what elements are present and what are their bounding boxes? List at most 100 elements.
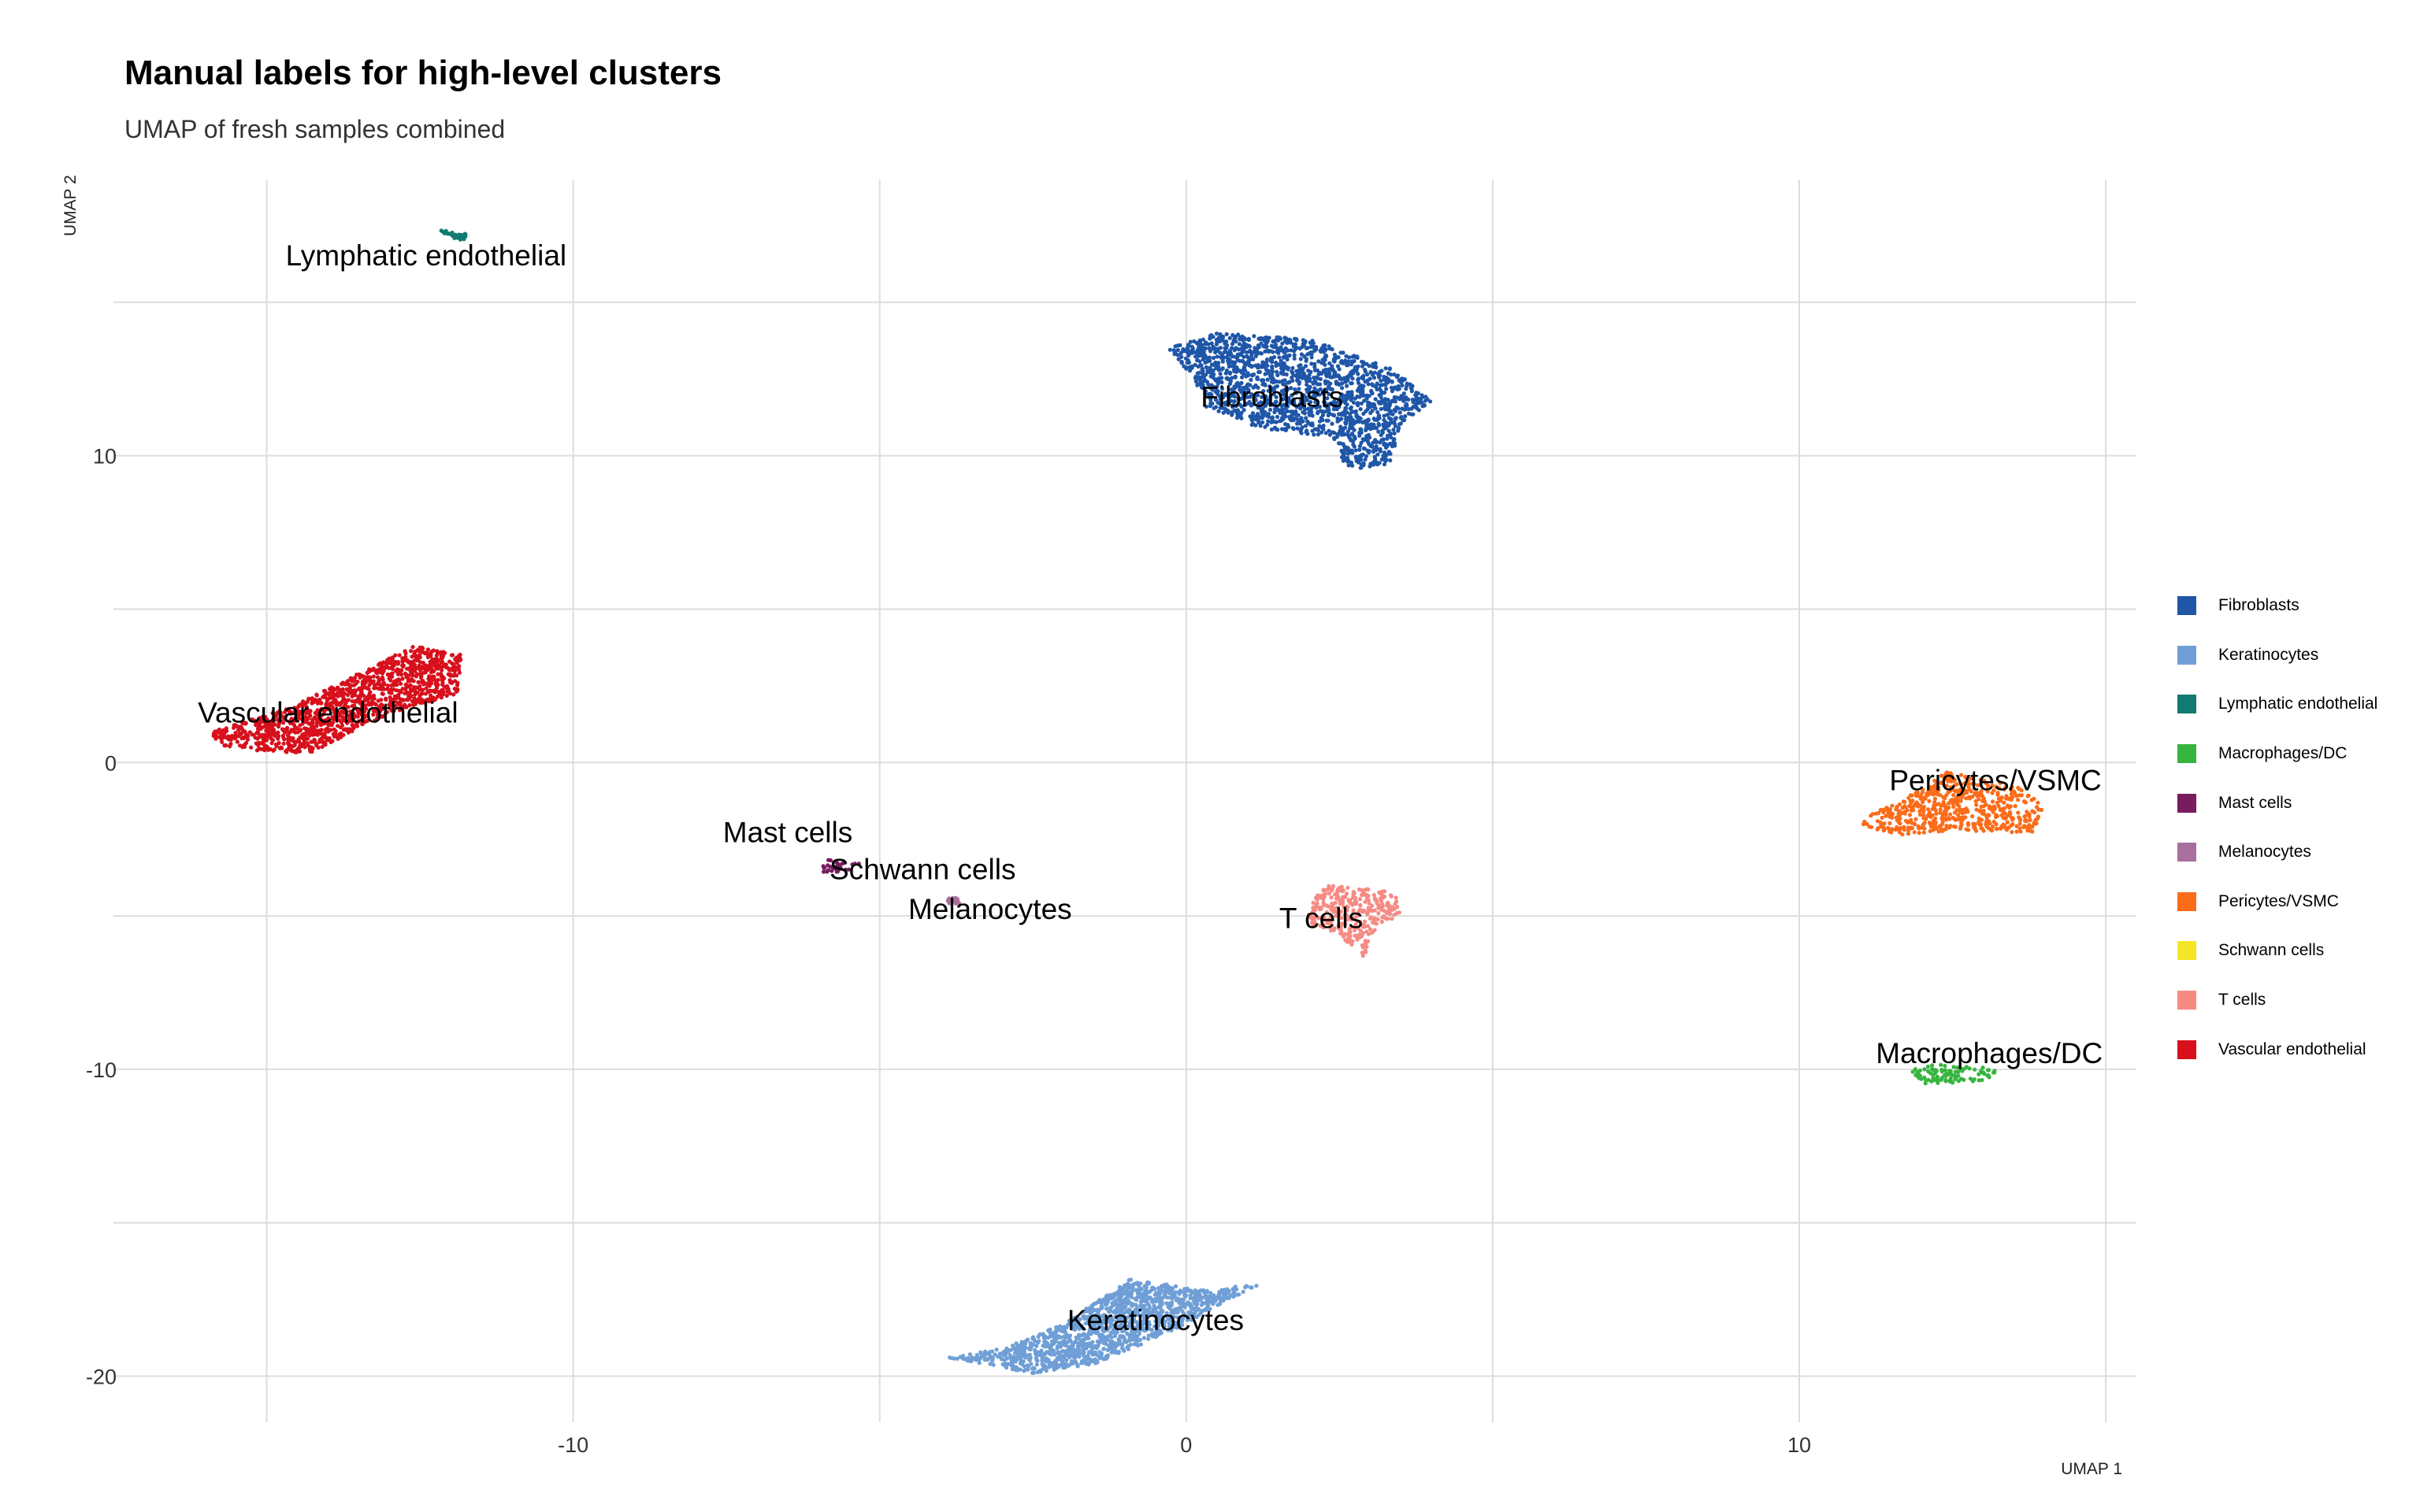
cell-point bbox=[1264, 400, 1269, 405]
cell-point bbox=[1349, 432, 1354, 437]
cell-point bbox=[1204, 1288, 1209, 1293]
cell-point bbox=[1320, 413, 1325, 417]
cell-point bbox=[1259, 415, 1264, 421]
cell-point bbox=[1271, 378, 1276, 383]
cell-point bbox=[1192, 1295, 1197, 1299]
cell-point bbox=[1336, 398, 1342, 403]
cell-point bbox=[1272, 410, 1277, 415]
cell-point bbox=[1304, 357, 1308, 361]
cell-point bbox=[1323, 353, 1328, 358]
cell-point bbox=[1884, 813, 1888, 818]
cell-point bbox=[1235, 380, 1240, 385]
cell-point bbox=[1326, 887, 1331, 891]
cell-point bbox=[1964, 796, 1969, 801]
cell-point bbox=[2005, 820, 2010, 825]
cell-point bbox=[1317, 424, 1322, 428]
cell-point bbox=[1403, 413, 1408, 419]
cell-point bbox=[1372, 417, 1377, 422]
cell-point bbox=[986, 1351, 991, 1356]
cell-point bbox=[1197, 382, 1201, 387]
cell-point bbox=[1274, 363, 1279, 369]
cell-point bbox=[1356, 401, 1360, 406]
cell-point bbox=[1364, 893, 1370, 898]
cell-point bbox=[1234, 415, 1239, 421]
cell-point bbox=[1349, 942, 1354, 947]
cell-point bbox=[1932, 803, 1936, 808]
cell-point bbox=[1379, 457, 1384, 462]
cell-point bbox=[1973, 826, 1977, 831]
cell-point bbox=[1275, 414, 1280, 420]
cell-point bbox=[1349, 390, 1354, 395]
cell-point bbox=[1379, 432, 1383, 438]
cell-point bbox=[1309, 361, 1314, 366]
cell-point bbox=[1379, 892, 1384, 897]
cell-point bbox=[1953, 1077, 1958, 1082]
cell-point bbox=[1268, 407, 1273, 413]
cell-point bbox=[1033, 1347, 1037, 1353]
cell-point bbox=[1255, 375, 1260, 380]
cell-point bbox=[1097, 1350, 1102, 1354]
cell-point bbox=[1943, 1079, 1948, 1084]
cell-point bbox=[1357, 433, 1362, 438]
cell-point bbox=[1242, 408, 1246, 413]
cell-point bbox=[1326, 418, 1331, 423]
cell-point bbox=[1042, 1358, 1047, 1362]
cell-point bbox=[1964, 806, 1969, 811]
cell-point bbox=[1208, 365, 1212, 370]
cell-point bbox=[1105, 1347, 1110, 1352]
cell-point bbox=[1035, 1340, 1041, 1345]
cell-point bbox=[1953, 810, 1958, 815]
cell-point bbox=[1327, 361, 1332, 365]
cell-point bbox=[1286, 404, 1290, 409]
cell-point bbox=[990, 1355, 995, 1360]
cell-point bbox=[1238, 413, 1243, 418]
cell-point bbox=[1082, 1350, 1086, 1354]
cell-point bbox=[1049, 1352, 1054, 1357]
cell-point bbox=[1294, 421, 1300, 426]
cell-point bbox=[1152, 1324, 1157, 1329]
cell-point bbox=[1334, 373, 1338, 379]
cell-point bbox=[1052, 1367, 1056, 1372]
cell-point bbox=[1316, 359, 1321, 364]
cell-point bbox=[1376, 910, 1381, 916]
cell-point bbox=[1143, 1299, 1148, 1303]
cell-point bbox=[1312, 361, 1317, 366]
cell-point bbox=[977, 1361, 982, 1366]
cell-point bbox=[1335, 433, 1340, 438]
chart-title: Manual labels for high-level clusters bbox=[124, 54, 722, 92]
cell-point bbox=[1938, 807, 1943, 812]
cell-point bbox=[1939, 803, 1943, 808]
cell-point bbox=[1388, 400, 1393, 405]
cell-point bbox=[1409, 412, 1414, 417]
cell-point bbox=[1953, 817, 1958, 822]
cell-point bbox=[1897, 828, 1902, 833]
cell-point bbox=[1354, 367, 1359, 372]
cell-point bbox=[1217, 339, 1223, 344]
cell-point bbox=[1267, 335, 1271, 340]
cell-point bbox=[1239, 396, 1245, 401]
cell-point bbox=[1318, 371, 1323, 376]
cell-point bbox=[1945, 806, 1950, 811]
cell-point bbox=[1186, 343, 1191, 348]
cell-point bbox=[1349, 448, 1354, 453]
cell-point bbox=[1200, 385, 1204, 390]
cell-point bbox=[1330, 421, 1334, 426]
cell-point bbox=[1256, 419, 1261, 424]
cell-point bbox=[450, 233, 455, 238]
cell-point bbox=[1390, 917, 1394, 921]
cell-point bbox=[1895, 804, 1899, 809]
cell-point bbox=[1249, 377, 1253, 382]
cell-point bbox=[1980, 811, 1985, 816]
cell-point bbox=[1388, 409, 1394, 413]
cell-point bbox=[1118, 1342, 1123, 1347]
cell-point bbox=[1223, 391, 1227, 396]
cell-point bbox=[1916, 802, 1921, 806]
cell-point bbox=[1331, 367, 1335, 372]
cell-point bbox=[1265, 377, 1270, 382]
cell-point bbox=[1204, 380, 1210, 384]
cell-point bbox=[1942, 1073, 1947, 1078]
cell-point bbox=[1257, 337, 1262, 342]
cell-point bbox=[249, 745, 254, 750]
cell-point bbox=[1048, 1329, 1052, 1335]
cell-point bbox=[1921, 813, 1925, 817]
